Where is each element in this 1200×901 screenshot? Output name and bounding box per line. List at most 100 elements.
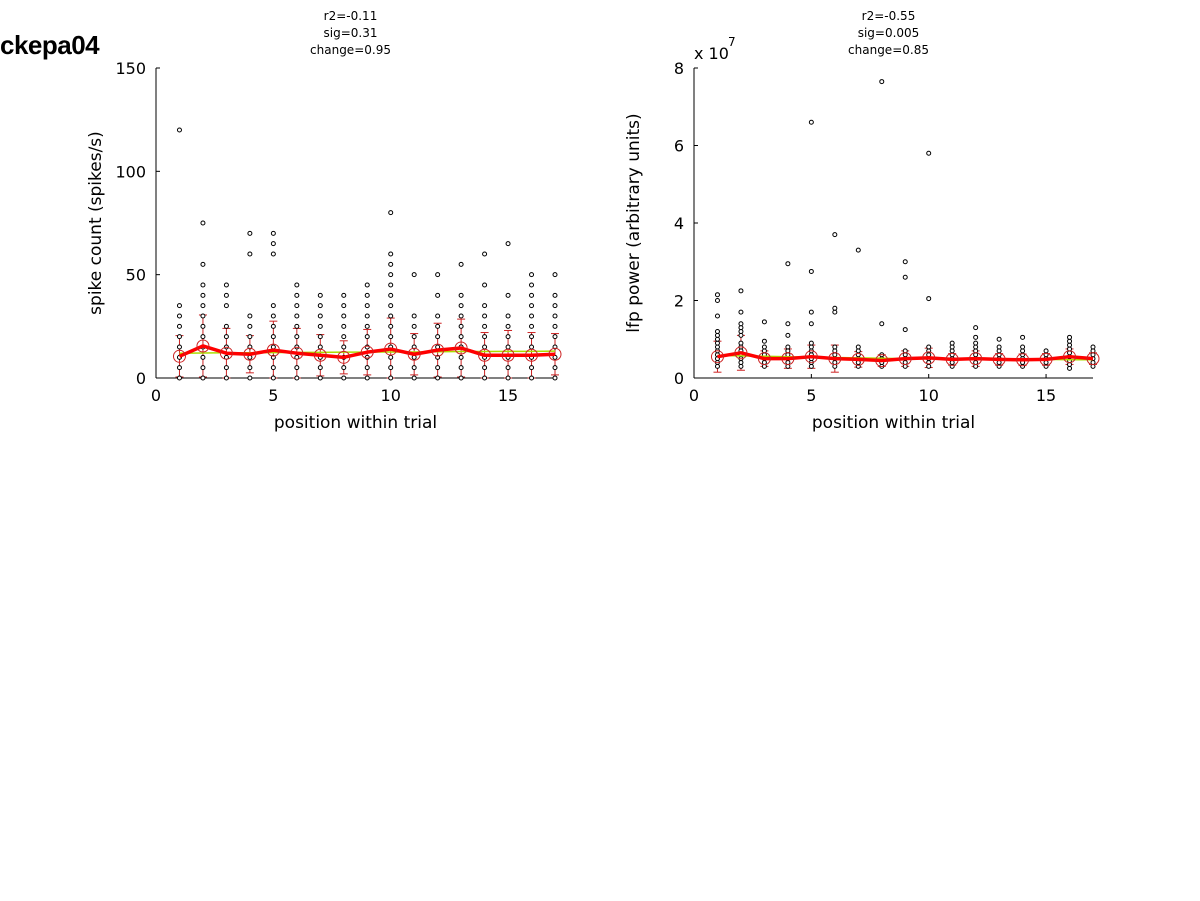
data-point xyxy=(364,334,370,340)
data-point xyxy=(529,313,535,319)
y-axis-label: spike count (spikes/s) xyxy=(86,131,106,315)
data-point xyxy=(458,334,464,340)
data-point xyxy=(176,313,182,319)
data-point xyxy=(341,375,347,381)
data-point xyxy=(714,313,720,319)
mean-line xyxy=(178,344,556,360)
data-point xyxy=(505,292,511,298)
data-point xyxy=(738,340,744,346)
data-point xyxy=(294,282,300,288)
exponent-power: 7 xyxy=(728,35,736,49)
data-point xyxy=(388,365,394,371)
data-point xyxy=(200,323,206,329)
data-point xyxy=(270,365,276,371)
stats-line: r2=-0.11 xyxy=(324,9,378,23)
mean-marker xyxy=(1063,350,1077,364)
data-point xyxy=(223,303,229,309)
data-point xyxy=(364,313,370,319)
mean-marker xyxy=(851,352,865,366)
data-point xyxy=(317,303,323,309)
data-point xyxy=(435,292,441,298)
data-point xyxy=(388,313,394,319)
mean-marker xyxy=(337,350,351,364)
data-point xyxy=(341,323,347,329)
data-point xyxy=(176,334,182,340)
data-point xyxy=(388,375,394,381)
data-point xyxy=(458,323,464,329)
data-point xyxy=(529,375,535,381)
data-point xyxy=(435,365,441,371)
y-tick-label: 2 xyxy=(674,292,684,311)
data-point xyxy=(761,338,767,344)
data-point xyxy=(714,292,720,298)
data-point xyxy=(926,296,932,302)
data-point xyxy=(529,272,535,278)
data-point xyxy=(482,334,488,340)
data-point xyxy=(996,344,1002,350)
data-point xyxy=(902,327,908,333)
data-point xyxy=(341,303,347,309)
data-point xyxy=(785,321,791,327)
data-point xyxy=(1067,334,1073,340)
data-point xyxy=(200,375,206,381)
data-point xyxy=(411,323,417,329)
data-point xyxy=(808,340,814,346)
data-point xyxy=(317,323,323,329)
data-point xyxy=(529,323,535,329)
data-point xyxy=(482,282,488,288)
y-tick-label: 100 xyxy=(115,162,146,181)
data-point xyxy=(200,303,206,309)
data-point xyxy=(973,340,979,346)
mean-marker xyxy=(266,343,280,357)
data-point xyxy=(223,323,229,329)
data-point xyxy=(411,313,417,319)
stats-line: change=0.85 xyxy=(848,43,929,57)
data-point xyxy=(832,344,838,350)
data-point xyxy=(458,303,464,309)
data-point xyxy=(458,375,464,381)
data-point xyxy=(1020,334,1026,340)
x-tick-label: 15 xyxy=(1036,386,1056,405)
data-point xyxy=(317,365,323,371)
data-point xyxy=(223,365,229,371)
x-tick-label: 10 xyxy=(381,386,401,405)
data-point xyxy=(364,323,370,329)
data-point xyxy=(435,272,441,278)
data-point xyxy=(411,375,417,381)
data-point xyxy=(926,344,932,350)
mean-marker xyxy=(1086,352,1100,366)
mean-marker xyxy=(992,352,1006,366)
data-point xyxy=(738,288,744,294)
data-point xyxy=(949,340,955,346)
data-point xyxy=(388,282,394,288)
data-point xyxy=(902,259,908,265)
y-tick-label: 8 xyxy=(674,59,684,78)
x-tick-label: 0 xyxy=(689,386,699,405)
mean-marker xyxy=(243,347,257,361)
data-point xyxy=(341,313,347,319)
data-point xyxy=(738,321,744,327)
data-point xyxy=(552,365,558,371)
mean-marker xyxy=(804,350,818,364)
data-point xyxy=(458,292,464,298)
data-point xyxy=(341,344,347,350)
data-point xyxy=(879,79,885,85)
data-point xyxy=(435,375,441,381)
mean-marker xyxy=(454,341,468,355)
data-point xyxy=(1020,344,1026,350)
data-point xyxy=(341,292,347,298)
data-point xyxy=(832,305,838,311)
data-point xyxy=(411,334,417,340)
data-point xyxy=(247,365,253,371)
y-tick-label: 0 xyxy=(136,369,146,388)
data-point xyxy=(270,375,276,381)
data-point xyxy=(529,292,535,298)
data-point xyxy=(317,292,323,298)
data-point xyxy=(552,303,558,309)
mean-line xyxy=(717,351,1094,363)
y-tick-label: 6 xyxy=(674,137,684,156)
mean-marker xyxy=(360,345,374,359)
data-point xyxy=(738,309,744,315)
stats-line: sig=0.31 xyxy=(324,26,378,40)
